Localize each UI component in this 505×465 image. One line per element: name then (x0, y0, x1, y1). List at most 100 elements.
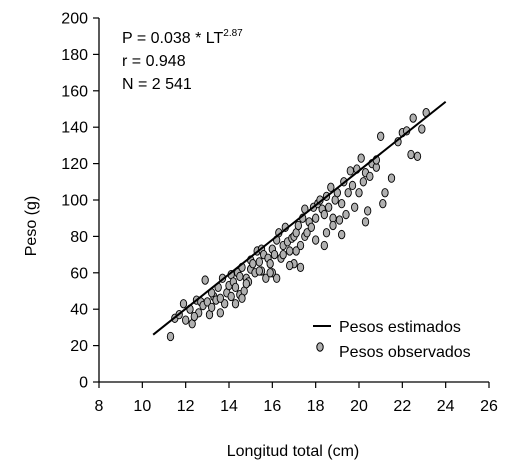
observed-point (190, 311, 198, 322)
observed-point (312, 213, 320, 223)
y-tick-label: 160 (61, 83, 88, 100)
observed-point (216, 308, 224, 318)
observed-point (325, 202, 333, 212)
observed-point (231, 299, 240, 309)
observed-point (303, 228, 311, 238)
observed-point (296, 240, 305, 251)
observed-point (221, 299, 229, 309)
x-axis-ticks: 8 10 12 14 16 18 20 22 24 26 (95, 382, 498, 415)
observed-point (322, 228, 331, 238)
observed-point (409, 113, 417, 123)
observed-point (242, 279, 250, 289)
observed-point (381, 188, 389, 198)
x-tick-label: 12 (177, 398, 195, 415)
observed-point (292, 246, 300, 256)
observed-point (270, 249, 279, 260)
x-tick-label: 18 (307, 398, 325, 415)
n-annotation: N = 2 541 (122, 76, 192, 93)
observed-point (366, 171, 374, 181)
observed-point (249, 259, 257, 269)
observed-point (335, 215, 344, 225)
y-axis-ticks: 0 20 40 60 80 100 120 140 160 180 200 (61, 11, 99, 392)
observed-point (236, 271, 244, 282)
y-tick-label: 0 (79, 375, 88, 392)
observed-point (238, 293, 246, 303)
observed-point (286, 260, 294, 271)
observed-point (266, 268, 274, 278)
observed-point (201, 275, 209, 285)
observed-point (273, 273, 281, 283)
observed-point (166, 331, 175, 342)
legend-label-estimated: Pesos estimados (339, 319, 461, 336)
observed-point (262, 273, 270, 283)
observed-point (266, 259, 274, 269)
x-axis-title: Longitud total (cm) (227, 443, 360, 460)
observed-point (307, 222, 315, 232)
r-annotation: r = 0.948 (122, 53, 186, 70)
observed-point (357, 153, 365, 163)
y-tick-label: 60 (70, 265, 88, 282)
x-tick-label: 20 (350, 398, 368, 415)
observed-point (344, 188, 352, 198)
observed-point (338, 198, 346, 209)
observed-point (182, 315, 190, 325)
observed-point (208, 302, 216, 313)
y-tick-label: 80 (70, 229, 88, 246)
observed-point (329, 220, 337, 231)
equation-base: P = 0.038 * LT (122, 30, 223, 47)
y-tick-label: 20 (70, 338, 88, 355)
observed-point (312, 235, 320, 245)
observed-point (231, 282, 240, 293)
x-tick-label: 16 (263, 398, 281, 415)
x-tick-label: 8 (95, 398, 104, 415)
observed-point (359, 177, 367, 187)
observed-point (296, 262, 305, 272)
observed-point (413, 151, 422, 161)
x-tick-label: 22 (393, 398, 411, 415)
observed-point (351, 202, 359, 212)
y-tick-label: 180 (61, 47, 88, 64)
y-tick-label: 120 (61, 156, 88, 173)
observed-point (418, 124, 426, 134)
estimated-weight-line (152, 100, 447, 336)
observed-point (320, 240, 328, 251)
observed-point (377, 131, 385, 141)
observed-point (361, 217, 370, 227)
observed-point (255, 266, 263, 276)
observed-point (286, 246, 294, 256)
equation-exponent: 2.87 (223, 28, 243, 39)
observed-point (364, 206, 372, 216)
observed-point (203, 297, 211, 307)
observed-point (327, 182, 335, 192)
y-tick-label: 40 (70, 302, 88, 319)
observed-point (387, 173, 396, 183)
observed-point (342, 209, 350, 220)
observed-point (179, 299, 188, 309)
observed-points-group (166, 107, 430, 342)
observed-point (338, 229, 346, 240)
fitted-line-group (152, 100, 447, 336)
y-tick-label: 200 (61, 11, 88, 28)
observed-point (407, 149, 415, 160)
observed-point (294, 220, 302, 231)
observed-point (379, 198, 387, 209)
x-tick-label: 26 (480, 398, 498, 415)
observed-point (348, 180, 357, 191)
observed-point (279, 249, 287, 260)
legend: Pesos estimados Pesos observados (313, 319, 471, 361)
x-tick-label: 14 (220, 398, 238, 415)
y-tick-label: 100 (61, 193, 88, 210)
y-axis-title: Peso (g) (23, 196, 40, 256)
x-tick-label: 24 (437, 398, 455, 415)
observed-point (227, 291, 235, 302)
x-tick-label: 10 (133, 398, 151, 415)
legend-marker-symbol (316, 342, 324, 352)
observed-point (320, 209, 328, 220)
legend-label-observed: Pesos observados (339, 344, 471, 361)
observed-point (255, 257, 263, 267)
equation-annotation: P = 0.038 * LT2.87 (122, 28, 243, 47)
y-tick-label: 140 (61, 120, 88, 137)
observed-point (216, 293, 224, 303)
observed-point (355, 188, 363, 198)
